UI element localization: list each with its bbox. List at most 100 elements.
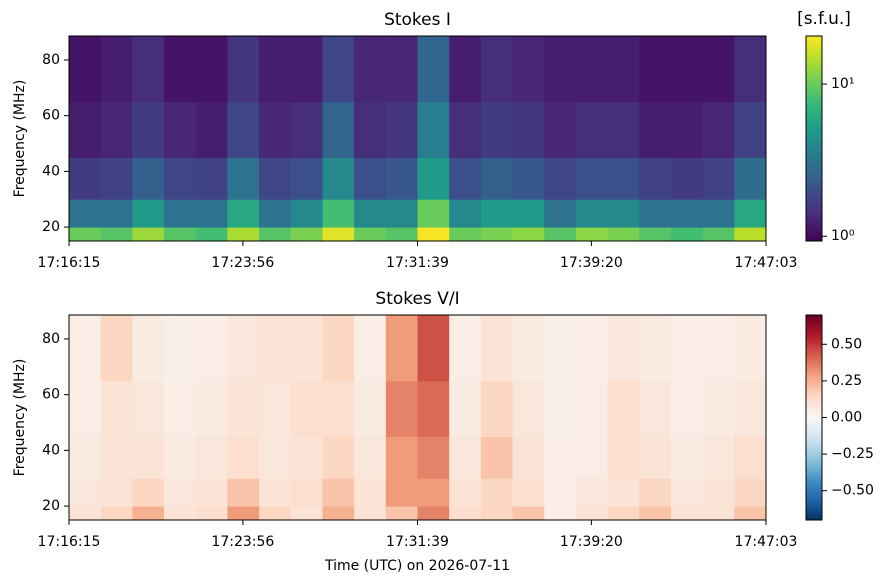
colorbar-tick-label: −0.25 (831, 446, 874, 462)
heatmap-cell (354, 36, 387, 103)
heatmap-cell (354, 436, 387, 479)
heatmap-cell (100, 315, 133, 382)
heatmap-cell (480, 199, 514, 228)
heatmap-cell (734, 478, 767, 507)
heatmap-cell (164, 506, 197, 521)
heatmap-cell (480, 315, 514, 382)
heatmap-cell (607, 380, 640, 437)
heatmap-cell (734, 227, 767, 242)
heatmap-cell (354, 506, 387, 521)
heatmap-cell (639, 157, 672, 200)
heatmap-cell (702, 227, 735, 242)
heatmap-cell (164, 101, 197, 158)
heatmap-cell (259, 380, 292, 437)
heatmap-cell (607, 315, 640, 382)
colorbar-tick-label: −0.50 (831, 483, 874, 499)
heatmap-cell (132, 380, 165, 437)
heatmap-cell (322, 227, 355, 242)
heatmap-cell (259, 227, 292, 242)
heatmap-cell (639, 478, 672, 507)
heatmap-cell (417, 436, 450, 479)
heatmap-cell (290, 101, 323, 158)
heatmap-cell (417, 227, 450, 242)
heatmap-cell (544, 478, 577, 507)
heatmap-cell (512, 478, 545, 507)
heatmap-cell (734, 436, 767, 479)
heatmap-cell (449, 380, 482, 437)
y-axis-label: Frequency (MHz) (12, 80, 28, 198)
heatmap-cell (164, 380, 197, 437)
colorbar-tick-label: 0.50 (831, 336, 862, 352)
heatmap-cell (702, 101, 735, 158)
heatmap-cell (544, 436, 577, 479)
x-tick-label: 17:31:39 (386, 534, 449, 550)
heatmap-cell (164, 199, 197, 228)
heatmap-cell (385, 380, 418, 437)
heatmap-cell (322, 36, 355, 103)
y-tick-label: 80 (42, 331, 60, 347)
heatmap-cell (227, 101, 260, 158)
heatmap-cell (670, 36, 704, 103)
heatmap-cell (702, 478, 735, 507)
heatmap-cell (449, 199, 482, 228)
x-tick-label: 17:16:15 (38, 255, 101, 271)
heatmap-cell (259, 101, 292, 158)
heatmap-cell (290, 227, 323, 242)
heatmap-cell (544, 506, 577, 521)
heatmap-cell (512, 506, 545, 521)
heatmap-cell (354, 478, 387, 507)
y-tick-label: 20 (42, 498, 60, 514)
heatmap-cell (385, 315, 418, 382)
heatmap-cell (607, 436, 640, 479)
heatmap-cell (734, 380, 767, 437)
heatmap-cell (734, 315, 767, 382)
heatmap-cell (100, 36, 133, 103)
heatmap-cell (544, 380, 577, 437)
heatmap-cell (195, 101, 228, 158)
heatmap-cell (575, 506, 609, 521)
heatmap-cell (449, 436, 482, 479)
heatmap-cell (575, 380, 609, 437)
heatmap-cell (449, 478, 482, 507)
heatmap-cell (195, 436, 228, 479)
heatmap-cell (132, 436, 165, 479)
heatmap-cell (164, 436, 197, 479)
y-tick-label: 60 (42, 108, 60, 124)
heatmap-cell (195, 315, 228, 382)
heatmap-cell (575, 101, 609, 158)
heatmap-cell (512, 36, 545, 103)
heatmap-cell (259, 157, 292, 200)
heatmap-cell (354, 157, 387, 200)
heatmap-cell (259, 199, 292, 228)
heatmap-cell (290, 478, 323, 507)
heatmap-cell (227, 199, 260, 228)
heatmap-cell (290, 436, 323, 479)
heatmap-cell (385, 506, 418, 521)
heatmap-cell (259, 478, 292, 507)
heatmap-cell (195, 157, 228, 200)
heatmap-cell (100, 227, 133, 242)
heatmap-cell (449, 315, 482, 382)
y-tick-label: 20 (42, 219, 60, 235)
heatmap-cell (480, 157, 514, 200)
heatmap-cell (734, 101, 767, 158)
heatmap-cell (417, 36, 450, 103)
heatmap-cell (195, 380, 228, 437)
heatmap-cell (69, 315, 102, 382)
heatmap-cell (354, 227, 387, 242)
heatmap-cell (259, 506, 292, 521)
heatmap-cell (480, 506, 514, 521)
colorbar-tick-label: 10¹ (831, 76, 854, 92)
heatmap-cell (69, 380, 102, 437)
heatmap-cell (417, 380, 450, 437)
heatmap-cell (575, 478, 609, 507)
heatmap-cell (227, 36, 260, 103)
heatmap-cell (69, 36, 102, 103)
heatmap-cell (259, 436, 292, 479)
heatmap-cell (385, 478, 418, 507)
heatmap-cell (480, 36, 514, 103)
heatmap-cell (417, 478, 450, 507)
x-tick-label: 17:16:15 (38, 534, 101, 550)
heatmap-cell (195, 506, 228, 521)
heatmap-cell (164, 157, 197, 200)
